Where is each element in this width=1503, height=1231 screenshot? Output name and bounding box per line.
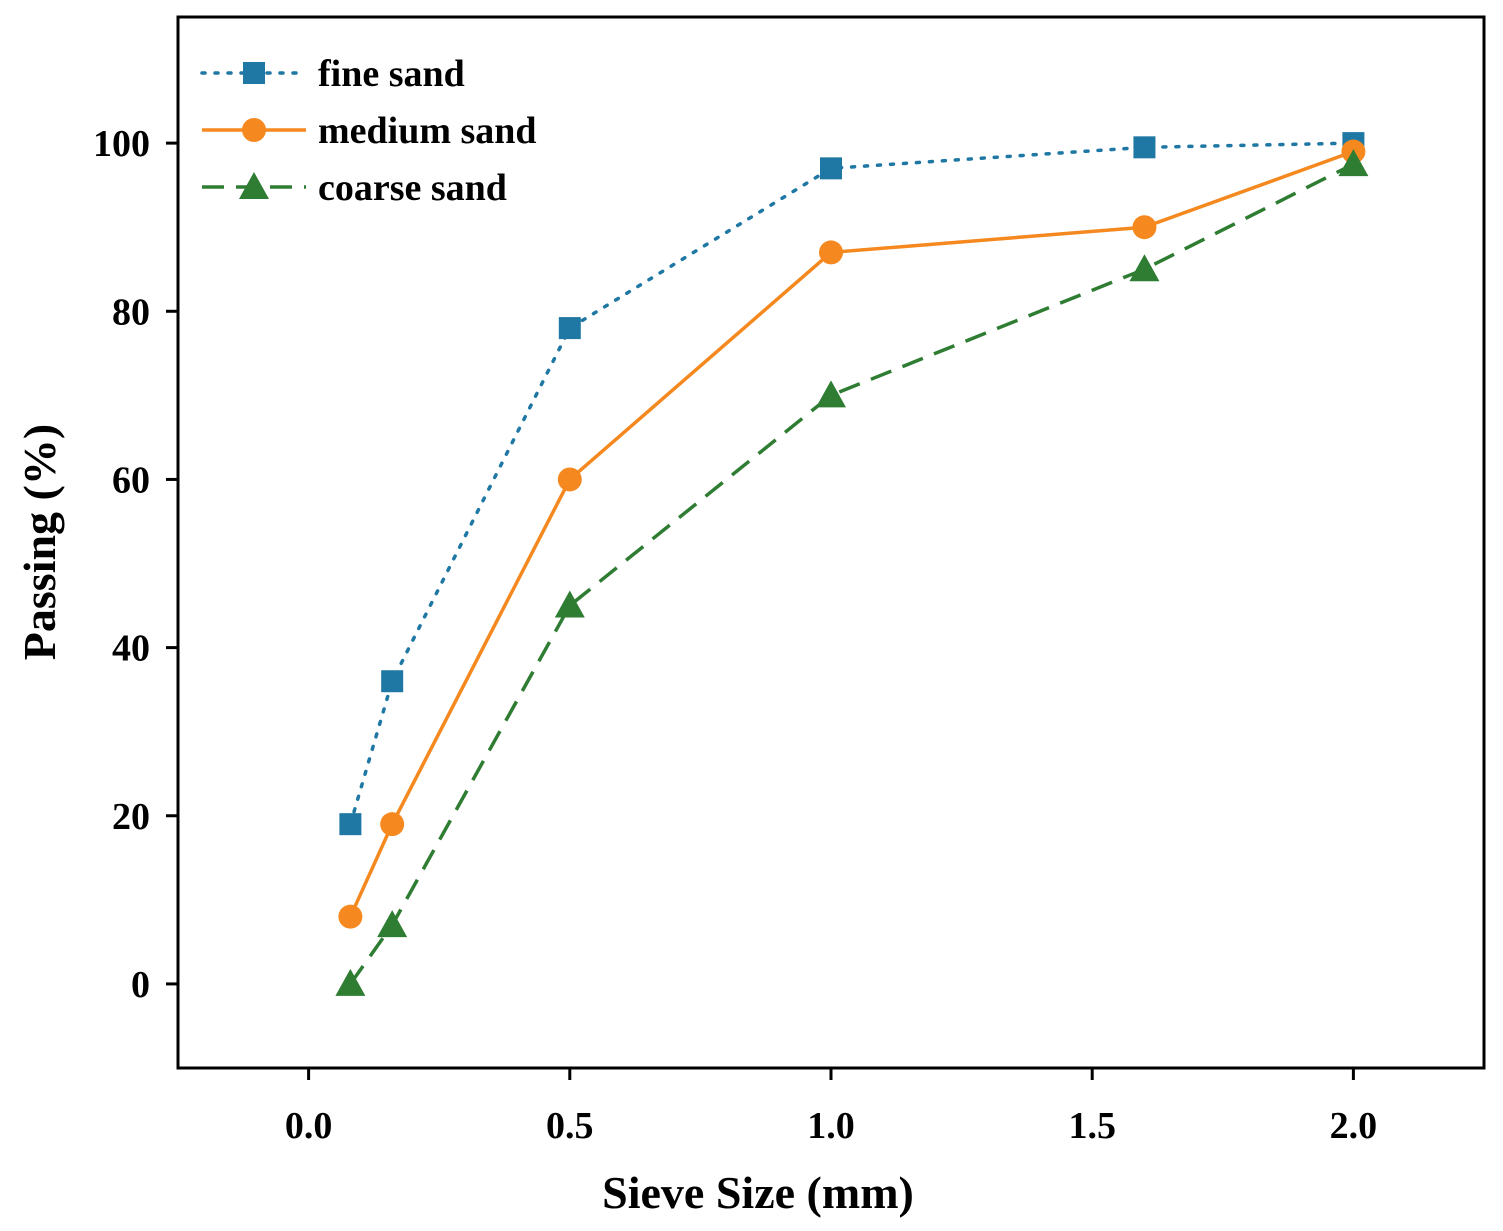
data-point-medium-sand [338,904,363,929]
y-axis-ticks: 0 20 40 60 80 100 [93,123,178,1006]
legend-label-medium-sand: medium sand [318,110,537,152]
y-tick-label: 0 [131,964,150,1006]
x-axis-ticks: 0.0 0.5 1.0 1.5 2.0 [285,1068,1377,1147]
series-coarse-sand [335,149,1369,996]
legend-marker-medium-sand [242,118,266,142]
y-tick-label: 40 [112,628,150,670]
x-tick-label: 0.5 [546,1105,594,1147]
data-point-coarse-sand [335,968,366,996]
data-point-medium-sand [1132,215,1157,240]
series-layer [335,132,1369,996]
legend: fine sand medium sand coarse sand [200,53,537,209]
data-point-medium-sand [380,812,405,837]
y-axis-title: Passing (%) [14,424,65,660]
data-point-fine-sand [339,813,362,836]
data-point-coarse-sand [816,380,846,408]
x-tick-label: 1.0 [807,1105,855,1147]
legend-item-medium-sand: medium sand [202,110,537,152]
legend-marker-coarse-sand [239,172,269,199]
series-line-coarse-sand [348,162,1355,985]
y-tick-label: 80 [112,291,150,333]
data-point-coarse-sand [377,910,408,938]
y-tick-label: 20 [112,796,150,838]
x-tick-label: 0.0 [285,1105,333,1147]
x-tick-label: 2.0 [1330,1105,1378,1147]
x-tick-label: 1.5 [1068,1105,1116,1147]
series-line-medium-sand [348,149,1354,918]
data-point-fine-sand [558,317,581,340]
legend-label-coarse-sand: coarse sand [318,167,507,209]
x-axis-title: Sieve Size (mm) [602,1167,914,1218]
legend-marker-fine-sand [243,62,265,84]
y-tick-label: 100 [93,123,150,165]
legend-item-coarse-sand: coarse sand [202,167,507,209]
data-point-fine-sand [381,670,404,693]
series-fine-sand [339,132,1365,836]
legend-label-fine-sand: fine sand [318,53,465,95]
series-medium-sand [338,139,1366,929]
data-point-medium-sand [557,467,582,492]
series-line-fine-sand [348,141,1356,826]
data-point-coarse-sand [1129,254,1160,282]
data-point-coarse-sand [1338,149,1369,177]
y-tick-label: 60 [112,459,150,501]
data-point-medium-sand [819,240,843,265]
data-point-coarse-sand [554,590,585,618]
legend-item-fine-sand: fine sand [200,53,465,95]
data-point-fine-sand [1133,136,1156,159]
data-point-fine-sand [820,157,842,180]
